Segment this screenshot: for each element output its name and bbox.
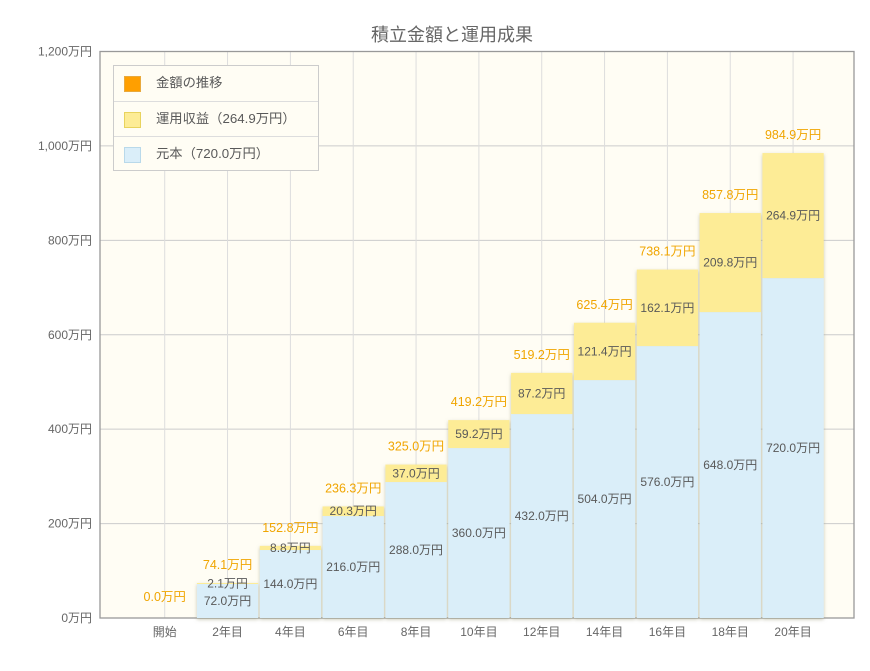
svg-text:59.2万円: 59.2万円 bbox=[455, 427, 502, 441]
svg-text:18年目: 18年目 bbox=[712, 625, 749, 639]
svg-text:216.0万円: 216.0万円 bbox=[326, 560, 380, 574]
svg-text:2年目: 2年目 bbox=[212, 625, 243, 639]
svg-text:72.0万円: 72.0万円 bbox=[204, 594, 251, 608]
svg-text:600万円: 600万円 bbox=[48, 328, 92, 342]
svg-text:720.0万円: 720.0万円 bbox=[766, 441, 820, 455]
svg-text:8.8万円: 8.8万円 bbox=[270, 541, 311, 555]
svg-text:20.3万円: 20.3万円 bbox=[330, 504, 377, 518]
svg-text:519.2万円: 519.2万円 bbox=[514, 348, 570, 362]
svg-text:37.0万円: 37.0万円 bbox=[392, 466, 439, 480]
svg-text:152.8万円: 152.8万円 bbox=[262, 521, 318, 535]
svg-text:625.4万円: 625.4万円 bbox=[576, 298, 632, 312]
svg-text:400万円: 400万円 bbox=[48, 422, 92, 436]
svg-text:857.8万円: 857.8万円 bbox=[702, 188, 758, 202]
svg-text:1,000万円: 1,000万円 bbox=[38, 139, 92, 153]
svg-text:200万円: 200万円 bbox=[48, 517, 92, 531]
svg-text:10年目: 10年目 bbox=[460, 625, 497, 639]
svg-text:504.0万円: 504.0万円 bbox=[578, 492, 632, 506]
svg-text:16年目: 16年目 bbox=[649, 625, 686, 639]
svg-text:積立金額と運用成果: 積立金額と運用成果 bbox=[371, 25, 533, 45]
svg-text:87.2万円: 87.2万円 bbox=[518, 386, 565, 400]
svg-text:20年目: 20年目 bbox=[774, 625, 811, 639]
svg-text:8年目: 8年目 bbox=[401, 625, 432, 639]
svg-text:14年目: 14年目 bbox=[586, 625, 623, 639]
svg-text:0万円: 0万円 bbox=[61, 611, 92, 625]
svg-text:264.9万円: 264.9万円 bbox=[766, 209, 820, 223]
svg-text:121.4万円: 121.4万円 bbox=[578, 344, 632, 358]
svg-text:209.8万円: 209.8万円 bbox=[703, 256, 757, 270]
svg-text:984.9万円: 984.9万円 bbox=[765, 128, 821, 142]
svg-text:74.1万円: 74.1万円 bbox=[203, 558, 252, 572]
svg-text:576.0万円: 576.0万円 bbox=[640, 475, 694, 489]
svg-text:0.0万円: 0.0万円 bbox=[144, 590, 186, 604]
svg-text:6年目: 6年目 bbox=[338, 625, 369, 639]
svg-text:12年目: 12年目 bbox=[523, 625, 560, 639]
svg-text:738.1万円: 738.1万円 bbox=[639, 245, 695, 259]
svg-text:288.0万円: 288.0万円 bbox=[389, 543, 443, 557]
svg-text:2.1万円: 2.1万円 bbox=[207, 577, 248, 591]
svg-text:4年目: 4年目 bbox=[275, 625, 306, 639]
svg-text:648.0万円: 648.0万円 bbox=[703, 458, 757, 472]
svg-text:325.0万円: 325.0万円 bbox=[388, 440, 444, 454]
svg-text:360.0万円: 360.0万円 bbox=[452, 526, 506, 540]
svg-text:144.0万円: 144.0万円 bbox=[263, 577, 317, 591]
svg-text:419.2万円: 419.2万円 bbox=[451, 395, 507, 409]
svg-text:1,200万円: 1,200万円 bbox=[38, 45, 92, 59]
svg-text:162.1万円: 162.1万円 bbox=[640, 301, 694, 315]
svg-text:236.3万円: 236.3万円 bbox=[325, 481, 381, 495]
svg-text:開始: 開始 bbox=[153, 625, 177, 639]
svg-text:432.0万円: 432.0万円 bbox=[515, 509, 569, 523]
svg-text:800万円: 800万円 bbox=[48, 233, 92, 247]
